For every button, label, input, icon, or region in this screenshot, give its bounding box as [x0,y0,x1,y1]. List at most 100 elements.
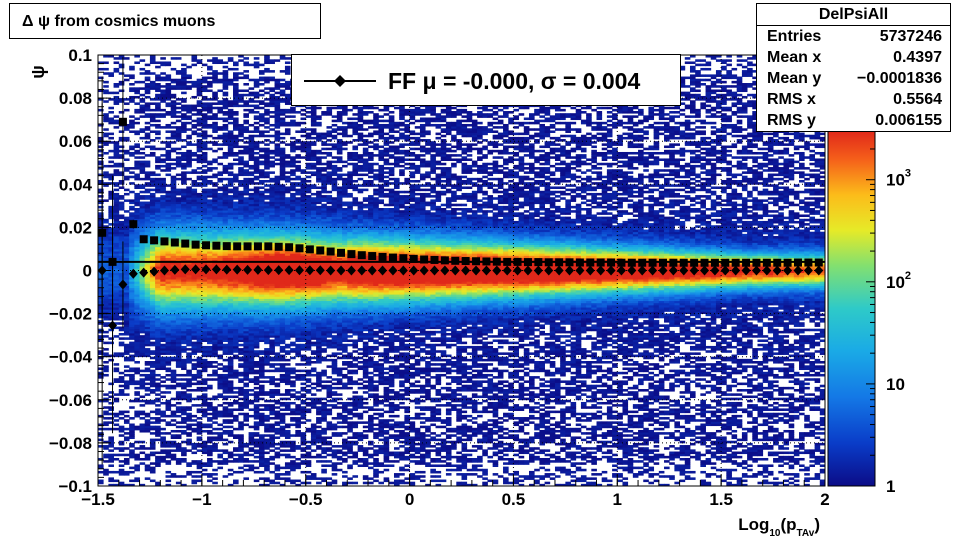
heatmap-cell [223,344,229,347]
heatmap-cell [269,156,275,159]
heatmap-cell [212,141,218,144]
heatmap-cell [98,350,104,353]
heatmap-cell [114,68,120,71]
heatmap-cell [186,105,192,108]
heatmap-cell [264,195,270,198]
heatmap-cell [264,189,270,192]
heatmap-cell [155,383,161,386]
heatmap-cell [259,380,265,383]
heatmap-cell [197,357,203,360]
heatmap-cell [150,421,156,424]
heatmap-cell [254,122,260,125]
heatmap-cell [114,419,120,422]
heatmap-cell [269,462,275,465]
heatmap-cell [233,400,239,403]
heatmap-cell [207,385,213,388]
heatmap-cell [171,122,177,125]
heatmap-cell [249,109,255,112]
heatmap-cell [134,143,140,146]
heatmap-cell [98,335,104,338]
heatmap-cell [275,96,281,99]
heatmap-cell [181,426,187,429]
heatmap-cell [280,393,286,396]
heatmap-cell [202,424,208,427]
heatmap-cell [202,169,208,172]
heatmap-cell [264,380,270,383]
heatmap-cell [155,417,161,420]
heatmap-cell [140,462,146,465]
heatmap-cell [212,92,218,95]
heatmap-cell [191,113,197,116]
heatmap-cell [181,92,187,95]
heatmap-cell [98,161,104,164]
heatmap-cell [176,434,182,437]
heatmap-cell [119,171,125,174]
heatmap-cell [171,404,177,407]
heatmap-cell [129,120,135,123]
heatmap-cell [119,163,125,166]
heatmap-cell [207,124,213,127]
heatmap-cell [171,430,177,433]
heatmap-cell [202,473,208,476]
heatmap-cell [103,374,109,377]
heatmap-cell [186,352,192,355]
heatmap-cell [140,335,146,338]
heatmap-cell [254,432,260,435]
heatmap-cell [160,89,166,92]
heatmap-cell [114,120,120,123]
heatmap-cell [134,398,140,401]
heatmap-cell [249,171,255,174]
heatmap-cell [186,348,192,351]
heatmap-cell [217,454,223,457]
heatmap-cell [176,120,182,123]
heatmap-cell [259,477,265,480]
heatmap-cell [103,165,109,168]
heatmap-cell [275,406,281,409]
heatmap-cell [264,477,270,480]
heatmap-cell [98,109,104,112]
heatmap-cell [124,365,130,368]
heatmap-cell [249,165,255,168]
heatmap-cell [280,473,286,476]
heatmap-cell [155,426,161,429]
heatmap-cell [223,92,229,95]
heatmap-cell [98,154,104,157]
heatmap-cell [108,477,114,480]
heatmap-cell [119,411,125,414]
heatmap-cell [269,77,275,80]
heatmap-cell [150,389,156,392]
heatmap-cell [186,66,192,69]
heatmap-cell [285,367,291,370]
heatmap-cell [155,83,161,86]
heatmap-cell [124,344,130,347]
heatmap-cell [217,424,223,427]
heatmap-cell [150,370,156,373]
heatmap-cell [140,161,146,164]
heatmap-cell [134,477,140,480]
heatmap-cell [254,176,260,179]
heatmap-cell [223,458,229,461]
heatmap-cell [238,146,244,149]
heatmap-cell [176,383,182,386]
heatmap-cell [108,156,114,159]
heatmap-cell [212,421,218,424]
heatmap-cell [233,174,239,177]
heatmap-cell [280,79,286,82]
heatmap-cell [114,363,120,366]
heatmap-cell [186,81,192,84]
heatmap-cell [155,156,161,159]
heatmap-cell [166,137,172,140]
heatmap-cell [140,395,146,398]
heatmap-cell [160,85,166,88]
heatmap-cell [223,365,229,368]
heatmap-cell [103,61,109,64]
heatmap-cell [212,102,218,105]
heatmap-cell [129,449,135,452]
heatmap-cell [129,182,135,185]
heatmap-cell [217,171,223,174]
heatmap-cell [181,105,187,108]
heatmap-cell [176,174,182,177]
heatmap-cell [249,79,255,82]
heatmap-cell [223,178,229,181]
